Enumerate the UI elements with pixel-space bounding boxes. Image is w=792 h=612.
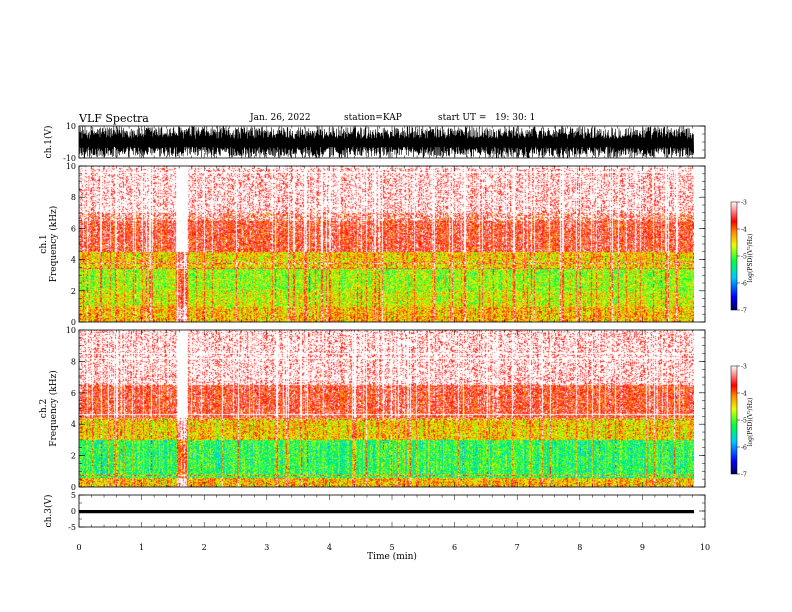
y-tick-label: 10	[66, 326, 76, 335]
y-tick-label: 6	[71, 224, 76, 233]
colorbar-tick-label: -4	[741, 391, 747, 398]
y-tick-label: 0	[71, 507, 76, 516]
y-tick-label: 10	[66, 162, 76, 171]
y-axis-label: ch.2	[39, 399, 49, 418]
x-tick-label: 6	[452, 543, 457, 552]
y-tick-label: 2	[71, 287, 76, 296]
y-axis-label: Frequency (kHz)	[48, 370, 59, 447]
spectrogram-ch1-image	[79, 166, 694, 322]
colorbar-ch2	[730, 365, 738, 475]
colorbar-tick-label: -7	[741, 472, 747, 479]
date-label: Jan. 26, 2022	[250, 113, 311, 123]
x-tick-label: 1	[139, 543, 144, 552]
colorbar-tick-label: -6	[741, 281, 747, 288]
y-axis-label: ch.1(V)	[43, 126, 54, 159]
x-tick-label: 7	[515, 543, 520, 552]
x-tick-label: 4	[327, 543, 332, 552]
y-tick-label: -10	[63, 154, 76, 163]
y-axis-label: ch.3(V)	[43, 495, 54, 528]
y-tick-label: -5	[68, 523, 76, 532]
x-tick-label: 2	[202, 543, 207, 552]
x-tick-label: 0	[76, 543, 81, 552]
ch1-waveform-trace	[78, 125, 694, 159]
x-tick-label: 5	[389, 543, 394, 552]
y-tick-label: 10	[66, 122, 76, 131]
colorbar-label: log(PSD)(V²/Hz)	[747, 234, 754, 283]
colorbar-tick-label: -5	[741, 418, 747, 425]
y-tick-label: 0	[71, 318, 76, 327]
start-time-label: start UT = 19: 30: 1	[438, 113, 536, 123]
colorbar-ch1	[730, 201, 738, 311]
spectrogram-ch2-image	[79, 330, 694, 487]
ch3-waveform-trace	[78, 509, 695, 514]
y-tick-label: 6	[71, 389, 76, 398]
y-tick-label: 0	[71, 483, 76, 492]
colorbar-tick-label: -5	[741, 254, 747, 261]
y-tick-label: 4	[71, 420, 76, 429]
x-tick-label: 3	[264, 543, 269, 552]
y-tick-label: 5	[71, 491, 76, 500]
colorbar-tick-label: -3	[741, 200, 747, 207]
colorbar-tick-label: -7	[741, 308, 747, 315]
colorbar-tick-label: -3	[741, 364, 747, 371]
colorbar-tick-label: -6	[741, 445, 747, 452]
y-axis-label: Frequency (kHz)	[48, 206, 59, 283]
station-label: station=KAP	[344, 113, 402, 123]
x-tick-label: 10	[700, 543, 710, 552]
colorbar-label: log(PSD)(V²/Hz)	[747, 398, 754, 447]
y-tick-label: 2	[71, 452, 76, 461]
x-tick-label: 9	[640, 543, 645, 552]
chart-title: VLF Spectra	[79, 112, 149, 125]
x-axis-label: Time (min)	[367, 551, 417, 562]
x-tick-label: 8	[577, 543, 582, 552]
y-tick-label: 8	[71, 357, 76, 366]
colorbar-tick-label: -4	[741, 227, 747, 234]
y-axis-label: ch.1	[39, 234, 49, 253]
y-tick-label: 4	[71, 256, 76, 265]
y-tick-label: 8	[71, 193, 76, 202]
